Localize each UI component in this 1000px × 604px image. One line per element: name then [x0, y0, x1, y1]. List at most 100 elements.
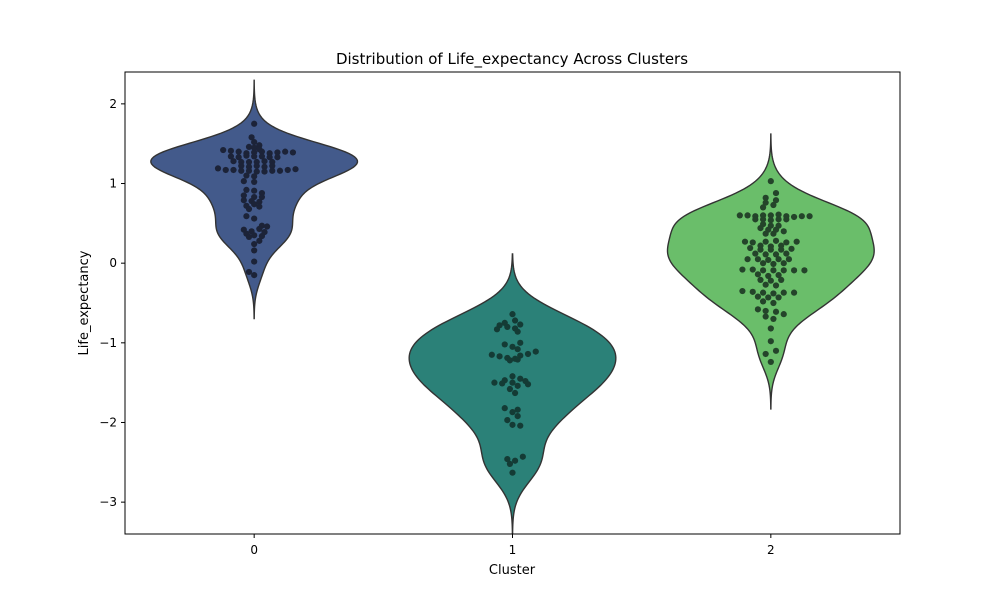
swarm-point [258, 232, 266, 240]
swarm-point [772, 189, 780, 197]
swarm-point [757, 246, 764, 253]
swarm-point [744, 212, 751, 219]
swarm-point [509, 469, 516, 476]
swarm-point [276, 167, 284, 174]
swarm-point [524, 381, 532, 388]
swarm-point [783, 239, 790, 246]
swarm-point [749, 266, 756, 273]
swarm-point [739, 287, 746, 295]
swarm-point [762, 251, 769, 258]
swarm-point [780, 311, 787, 318]
swarm-point [762, 307, 769, 315]
swarm-point [251, 232, 258, 239]
swarm-point [790, 289, 798, 296]
swarm-point [258, 193, 266, 201]
swarm-point [514, 328, 521, 335]
swarm-point [772, 282, 780, 289]
swarm-point [739, 266, 746, 273]
swarm-point [772, 197, 780, 204]
swarm-point [514, 406, 521, 413]
swarm-point [256, 198, 263, 205]
swarm-point [749, 288, 756, 295]
swarm-point [509, 311, 516, 318]
swarm-point [772, 308, 780, 315]
swarm-point [496, 353, 503, 360]
swarm-point [762, 281, 769, 288]
swarm-point [266, 154, 273, 161]
swarm-point [762, 194, 769, 201]
swarm-point [284, 166, 291, 174]
swarm-point [504, 416, 511, 424]
swarm-point [770, 299, 777, 307]
swarm-point [770, 260, 777, 268]
swarm-point [767, 358, 774, 366]
y-tick-label: 2 [109, 97, 117, 111]
swarm-point [759, 204, 767, 211]
swarm-point [767, 246, 774, 253]
swarm-point [222, 166, 229, 174]
swarm-point [274, 149, 281, 156]
swarm-point [506, 357, 514, 364]
swarm-point [770, 315, 777, 323]
swarm-point [517, 422, 524, 429]
swarm-point [251, 139, 258, 146]
y-tick-label: −1 [99, 336, 117, 350]
swarm-point [238, 167, 245, 174]
y-tick-label: −2 [99, 415, 117, 429]
swarm-point [511, 389, 519, 397]
swarm-point [754, 293, 762, 300]
swarm-point [762, 230, 769, 237]
swarm-point [261, 163, 268, 170]
swarm-point [235, 148, 242, 155]
swarm-point [778, 246, 785, 253]
swarm-point [532, 348, 539, 355]
swarm-point [775, 211, 782, 218]
swarm-point [772, 237, 780, 244]
swarm-point [780, 289, 787, 296]
swarm-point [752, 216, 759, 223]
swarm-point [243, 172, 250, 179]
plot-area: 2 1 0 −1 −2 −3 0 1 2 [99, 71, 901, 557]
swarm-point [752, 250, 759, 257]
swarm-point [767, 325, 774, 332]
swarm-point [754, 306, 762, 313]
swarm-point [770, 267, 777, 274]
swarm-point [519, 453, 526, 460]
swarm-point [251, 153, 258, 160]
swarm-point [770, 230, 777, 237]
swarm-point [240, 178, 247, 185]
swarm-point [511, 317, 519, 324]
swarm-point [767, 212, 774, 219]
chart-title: Distribution of Life_expectancy Across C… [336, 50, 688, 69]
swarm-point [251, 178, 258, 186]
swarm-point [253, 168, 260, 175]
swarm-point [741, 238, 749, 245]
swarm-point [245, 167, 253, 174]
swarm-point [762, 313, 769, 320]
swarm-point [499, 380, 506, 387]
swarm-point [509, 343, 516, 350]
swarm-point [759, 260, 767, 267]
swarm-point [762, 238, 769, 245]
swarm-point [775, 272, 782, 279]
swarm-point [245, 205, 253, 213]
swarm-point [783, 216, 790, 223]
swarm-point [780, 267, 787, 274]
swarm-point [524, 350, 532, 358]
swarm-point [514, 382, 521, 389]
swarm-point [759, 289, 767, 296]
swarm-point [248, 134, 255, 141]
swarm-point [289, 149, 297, 156]
swarm-point [780, 260, 787, 267]
swarm-point [749, 239, 756, 246]
swarm-point [251, 144, 258, 151]
swarm-point [517, 339, 524, 346]
swarm-point [251, 240, 258, 248]
swarm-point [243, 213, 250, 220]
swarm-point [775, 294, 782, 301]
swarm-point [245, 233, 253, 240]
swarm-point [253, 162, 260, 170]
swarm-point [274, 154, 281, 161]
swarm-point [767, 217, 774, 224]
